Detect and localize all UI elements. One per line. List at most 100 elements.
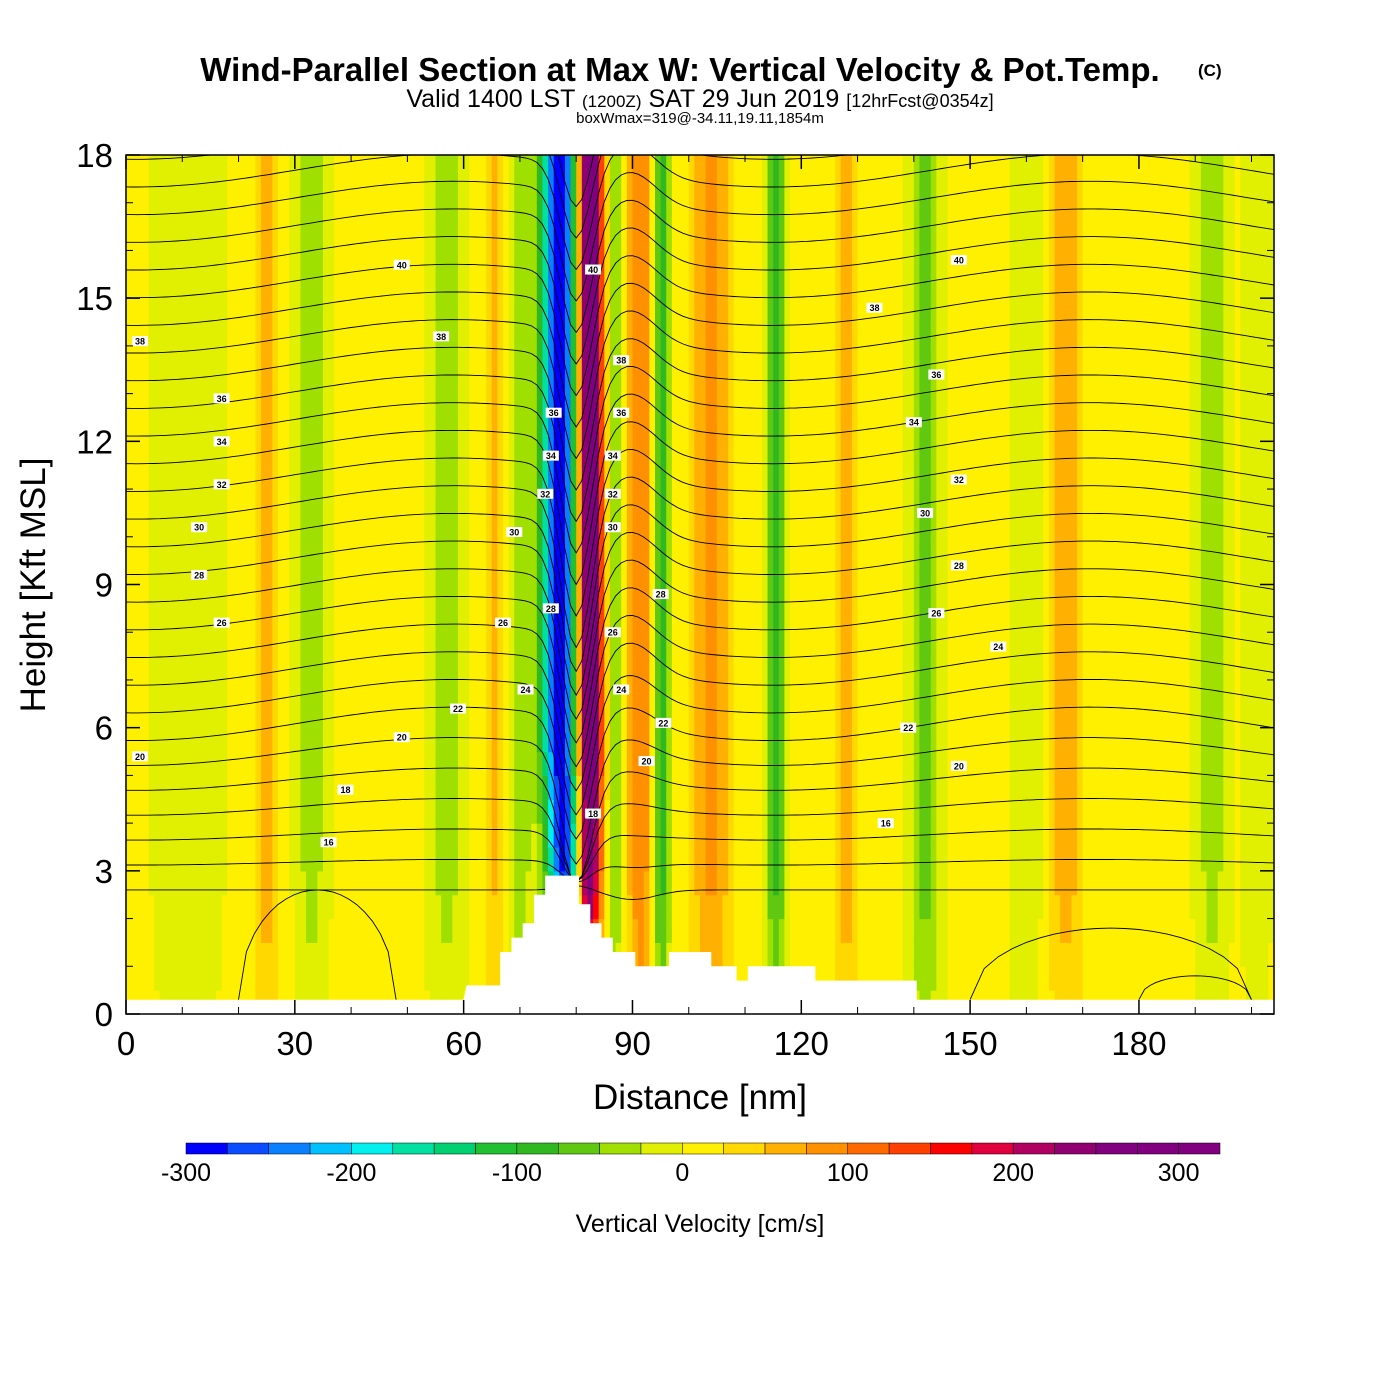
w-cell (756, 536, 763, 562)
w-cell (272, 393, 279, 419)
w-cell (654, 345, 662, 371)
w-cell (745, 155, 752, 180)
w-cell (441, 751, 448, 776)
w-cell (694, 632, 701, 657)
w-cell (345, 632, 352, 657)
w-cell (373, 226, 380, 252)
w-cell (761, 155, 769, 180)
w-cell (846, 656, 853, 681)
w-cell (356, 560, 363, 586)
w-cell (598, 417, 605, 442)
w-cell (902, 894, 909, 920)
w-cell (503, 322, 510, 347)
w-cell (255, 727, 262, 753)
w-cell (711, 846, 718, 872)
w-cell (283, 584, 290, 609)
w-cell (390, 345, 397, 371)
w-cell (885, 846, 892, 872)
w-cell (199, 751, 206, 776)
w-cell (733, 369, 740, 395)
w-cell (756, 870, 763, 896)
w-cell (379, 345, 386, 371)
w-cell (863, 441, 870, 466)
w-cell (891, 918, 898, 944)
w-cell (474, 345, 482, 371)
w-cell (367, 679, 375, 705)
w-cell (345, 727, 352, 753)
w-cell (694, 250, 701, 275)
w-cell (446, 918, 453, 944)
w-cell (334, 489, 341, 514)
w-cell (553, 799, 560, 824)
w-cell (609, 202, 617, 228)
w-cell (593, 846, 600, 872)
w-cell (232, 918, 240, 944)
w-cell (745, 441, 752, 466)
w-cell (553, 512, 560, 538)
w-cell (469, 322, 476, 347)
w-cell (587, 178, 594, 204)
w-cell (221, 178, 228, 204)
w-cell (187, 632, 195, 657)
w-cell (469, 679, 476, 705)
w-cell (519, 226, 527, 252)
w-cell (244, 345, 251, 371)
w-cell (266, 679, 273, 705)
w-cell (356, 178, 363, 204)
w-cell (390, 894, 397, 920)
w-cell (548, 632, 555, 657)
w-cell (322, 369, 330, 395)
w-cell (306, 155, 313, 180)
w-cell (187, 823, 195, 848)
w-cell (508, 632, 515, 657)
w-cell (874, 656, 881, 681)
w-cell (322, 536, 330, 562)
w-cell (880, 465, 887, 490)
w-cell (570, 417, 577, 442)
w-cell (885, 369, 892, 395)
w-cell (587, 465, 594, 490)
w-cell (902, 823, 909, 848)
w-cell (632, 942, 639, 967)
w-cell (581, 226, 589, 252)
w-cell (514, 512, 521, 538)
w-cell (306, 942, 313, 967)
w-cell (480, 775, 487, 800)
w-cell (491, 202, 499, 228)
w-cell (716, 489, 724, 514)
w-cell (176, 632, 183, 657)
w-cell (857, 918, 864, 944)
w-cell (750, 274, 757, 299)
w-cell (514, 584, 521, 609)
w-cell (429, 918, 437, 944)
w-cell (322, 178, 330, 204)
w-cell (654, 775, 662, 800)
w-cell (773, 727, 780, 753)
w-cell (272, 966, 279, 991)
w-cell (227, 250, 234, 275)
w-cell (829, 870, 836, 896)
w-cell (227, 202, 234, 228)
w-cell (171, 489, 178, 514)
w-cell (604, 536, 611, 562)
w-cell (683, 226, 690, 252)
w-cell (277, 608, 285, 633)
w-cell (581, 679, 589, 705)
w-cell (829, 489, 836, 514)
w-cell (621, 298, 628, 323)
w-cell (407, 846, 414, 872)
w-cell (474, 727, 482, 753)
w-cell (491, 178, 499, 204)
w-cell (683, 465, 690, 490)
w-cell (446, 369, 453, 395)
w-cell (171, 799, 178, 824)
w-cell (564, 703, 572, 729)
w-cell (210, 369, 217, 395)
w-cell (176, 369, 183, 395)
w-cell (587, 417, 594, 442)
w-cell (458, 250, 465, 275)
w-cell (418, 369, 425, 395)
w-cell (525, 489, 532, 514)
w-cell (351, 727, 358, 753)
w-cell (750, 322, 757, 347)
